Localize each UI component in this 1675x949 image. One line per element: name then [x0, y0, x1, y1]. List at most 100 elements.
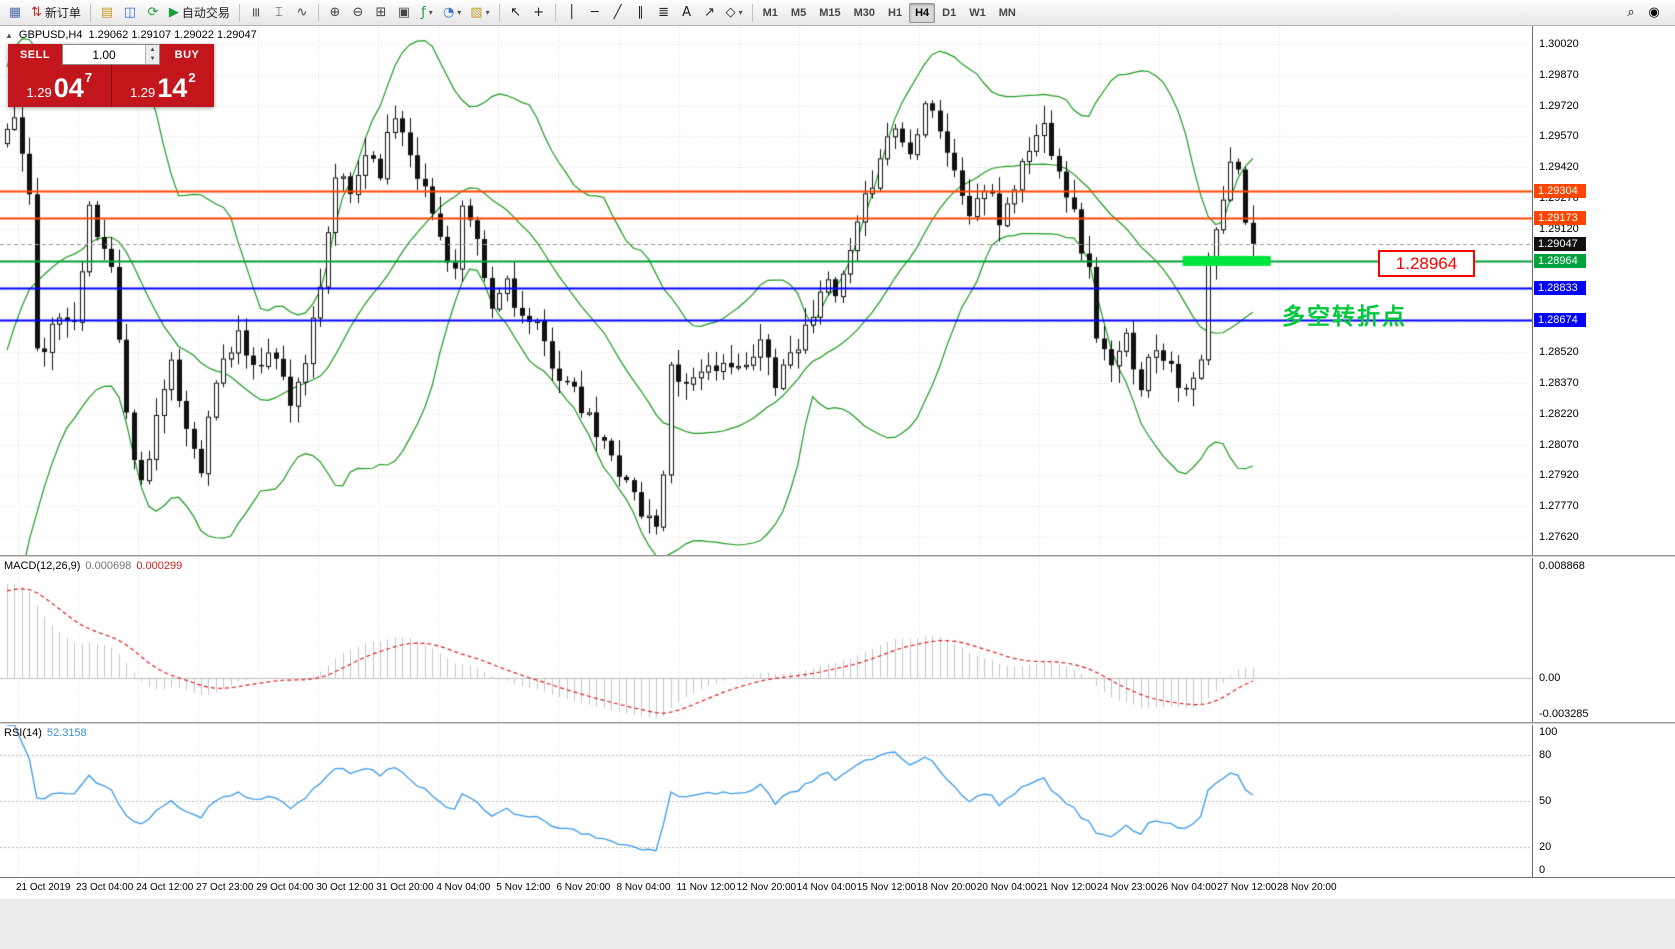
new-chart-icon: ▦	[8, 5, 22, 20]
window-bottom-strip	[0, 899, 1675, 949]
price-tick: 1.28520	[1539, 346, 1579, 359]
time-tick: 8 Nov 04:00	[616, 882, 671, 893]
vertical-line-icon: │	[567, 5, 576, 20]
time-tick: 21 Nov 12:00	[1036, 882, 1097, 893]
toolbar-buttons: ▦ ⇅ 新订单 ▤ ◫ ⟳ ▶ 自动交易 ≡ ⌶ ∿ ⊕ ⊖ ⊞ ▣ ƒ ▾ ◔ ▾ ▧ ▾ ↖ + │ ─ ╱ ∥ ≣ A ↗ ◇ ▾	[4, 2, 757, 24]
crosshair-button[interactable]: +	[528, 2, 550, 24]
chevron-down-icon[interactable]: ▾	[457, 8, 462, 17]
time-tick: 18 Nov 20:00	[916, 882, 977, 893]
buy-price-big: 14	[157, 73, 188, 104]
price-tag: 1.28833	[1534, 280, 1586, 295]
timeframe-w1-button[interactable]: W1	[969, 6, 986, 19]
templates-button[interactable]: ▧ ▾	[466, 2, 493, 24]
chevron-down-icon[interactable]: ▾	[428, 8, 433, 17]
vertical-line-button[interactable]: │	[561, 2, 583, 24]
timeframe-m30-button[interactable]: M30	[853, 6, 875, 19]
price-tag: 1.28674	[1534, 313, 1586, 328]
volume-spinner: ▲ ▼	[145, 45, 159, 64]
chevron-down-icon[interactable]: ▾	[738, 8, 743, 17]
macd-panel: MACD(12,26,9) 0.000698 0.000299 0.008868…	[0, 558, 1675, 722]
timeframe-m15-button[interactable]: M15	[819, 6, 841, 19]
timeframe-d1-button[interactable]: D1	[942, 6, 957, 19]
new-chart-button[interactable]: ▦	[4, 2, 26, 24]
time-tick: 29 Oct 04:00	[256, 882, 314, 893]
one-click-collapse-icon[interactable]: ▲	[5, 30, 13, 40]
channel-button[interactable]: ∥	[630, 2, 652, 24]
shapes-button[interactable]: ◇ ▾	[722, 2, 747, 24]
panel-splitter[interactable]	[0, 555, 1675, 558]
timeframe-m5-button[interactable]: M5	[790, 6, 807, 19]
macd-canvas[interactable]	[0, 558, 1532, 722]
channel-icon: ∥	[637, 5, 644, 20]
trendline-button[interactable]: ╱	[607, 2, 629, 24]
spinner-down-icon[interactable]: ▼	[149, 56, 156, 63]
rsi-value: 52.3158	[46, 727, 87, 739]
sell-price-sup: 7	[84, 70, 93, 85]
price-tick: 1.28070	[1539, 438, 1579, 451]
fibonacci-button[interactable]: ≣	[653, 2, 675, 24]
volume-stepper: ▲ ▼	[62, 44, 160, 65]
community-icon: ◉	[1648, 5, 1660, 20]
zoom-out-button[interactable]: ⊖	[347, 2, 369, 24]
candlestick-chart-button[interactable]: ⌶	[268, 2, 290, 24]
rsi-name: RSI(14)	[4, 727, 42, 739]
buy-price-button[interactable]: 1.29 14 2	[112, 65, 215, 107]
sell-button[interactable]: SELL	[8, 44, 62, 65]
line-chart-button[interactable]: ∿	[291, 2, 313, 24]
cursor-icon: ↖	[510, 5, 522, 20]
horizontal-line-button[interactable]: ─	[584, 2, 606, 24]
time-axis[interactable]: 21 Oct 2019 23 Oct 04:00 24 Oct 12:00 27 Oc…	[0, 877, 1675, 899]
timeframe-mn-button[interactable]: MN	[998, 6, 1016, 19]
indicators-button[interactable]: ƒ ▾	[416, 2, 438, 24]
price-tick: 1.27920	[1539, 469, 1579, 482]
zoom-in-button[interactable]: ⊕	[324, 2, 346, 24]
crosshair-icon: +	[533, 5, 545, 20]
spinner-up-icon[interactable]: ▲	[149, 46, 156, 53]
profiles-icon: ▤	[100, 5, 114, 20]
market-watch-button[interactable]: ◫	[119, 2, 141, 24]
cursor-button[interactable]: ↖	[505, 2, 527, 24]
new-order-button[interactable]: ⇅ 新订单	[27, 2, 85, 24]
time-tick: 27 Nov 12:00	[1217, 882, 1277, 893]
tile-windows-button[interactable]: ⊞	[370, 2, 392, 24]
refresh-button[interactable]: ⟳	[142, 2, 164, 24]
chevron-down-icon[interactable]: ▾	[485, 8, 490, 17]
shapes-icon: ◇	[725, 5, 736, 20]
timeframe-h4-button[interactable]: H4	[909, 2, 936, 23]
arrow-tool-button[interactable]: ↗	[699, 2, 721, 24]
auto-arrange-icon: ▣	[397, 5, 411, 20]
profiles-button[interactable]: ▤	[96, 2, 118, 24]
price-tick: 1.29420	[1539, 161, 1579, 174]
price-chart-canvas[interactable]	[0, 26, 1532, 555]
rsi-axis[interactable]: 100 80 50 20 0	[1532, 725, 1675, 877]
sell-price-button[interactable]: 1.29 04 7	[8, 65, 112, 107]
macd-label: MACD(12,26,9) 0.000698 0.000299	[4, 560, 182, 572]
time-tick: 31 Oct 20:00	[376, 882, 434, 893]
search-button[interactable]: ⌕	[1620, 2, 1642, 24]
panel-splitter[interactable]	[0, 722, 1675, 725]
time-tick: 27 Oct 23:00	[196, 882, 254, 893]
community-button[interactable]: ◉	[1643, 2, 1665, 24]
trendline-icon: ╱	[613, 5, 622, 20]
price-axis[interactable]: 1.300201.298701.297201.295701.294201.292…	[1532, 26, 1675, 555]
autotrade-button[interactable]: ▶ 自动交易	[165, 2, 234, 24]
text-button[interactable]: A	[676, 2, 698, 24]
auto-arrange-button[interactable]: ▣	[393, 2, 415, 24]
timeframe-h1-button[interactable]: H1	[888, 6, 903, 19]
macd-axis[interactable]: 0.008868 0.00 -0.003285	[1532, 558, 1675, 722]
periods-button[interactable]: ◔ ▾	[439, 2, 465, 24]
buy-button[interactable]: BUY	[160, 44, 214, 65]
toolbar: ▦ ⇅ 新订单 ▤ ◫ ⟳ ▶ 自动交易 ≡ ⌶ ∿ ⊕ ⊖ ⊞ ▣ ƒ ▾ ◔ ▾ ▧ ▾ ↖ + │ ─ ╱ ∥ ≣ A ↗ ◇ ▾ M1…	[0, 0, 1675, 26]
price-level-callout[interactable]: 1.28964	[1378, 250, 1475, 277]
toolbar-separator	[317, 3, 319, 22]
rsi-canvas[interactable]	[0, 725, 1532, 877]
bar-chart-button[interactable]: ≡	[245, 2, 267, 24]
autotrade-label: 自动交易	[181, 6, 230, 20]
timeframe-m1-button[interactable]: M1	[762, 6, 778, 19]
volume-input[interactable]	[63, 45, 145, 64]
time-tick: 4 Nov 04:00	[436, 882, 491, 893]
market-watch-icon: ◫	[123, 5, 137, 20]
rsi-tick: 0	[1539, 864, 1546, 876]
price-tag: 1.29304	[1534, 184, 1586, 199]
time-tick: 11 Nov 12:00	[676, 882, 736, 893]
